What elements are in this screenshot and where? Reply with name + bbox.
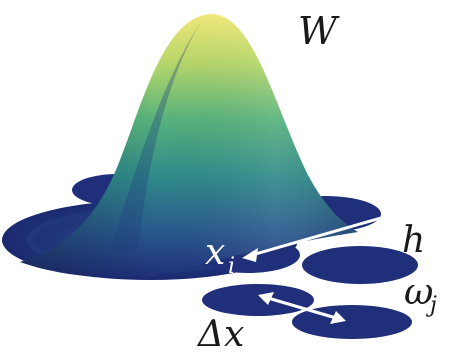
particle-disc-i — [202, 284, 314, 316]
kernel-peak-shade — [20, 13, 358, 278]
label-particle-j: ω j — [404, 272, 437, 318]
label-particle-i-sub: i — [228, 254, 235, 279]
label-particle-j-base: ω — [404, 272, 433, 313]
label-particle-i-base: x — [205, 232, 225, 273]
particle-disc — [302, 246, 418, 284]
label-spacing: Δx — [196, 314, 244, 355]
label-kernel-w: W — [298, 9, 340, 53]
smoothing-length-arrow — [242, 210, 403, 262]
label-particle-i: x i — [205, 232, 235, 279]
spacing-arrow — [258, 292, 346, 324]
kernel-peak-ridge — [110, 16, 205, 250]
label-smoothing-length: h — [402, 220, 425, 261]
